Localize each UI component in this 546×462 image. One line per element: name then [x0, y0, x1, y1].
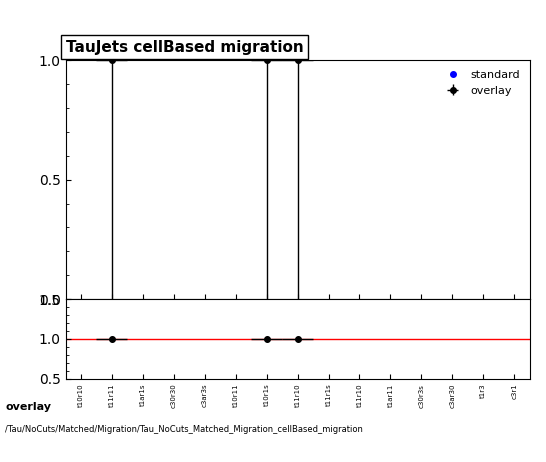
Text: overlay: overlay: [5, 402, 51, 412]
Text: TauJets cellBased migration: TauJets cellBased migration: [66, 40, 303, 55]
Text: /Tau/NoCuts/Matched/Migration/Tau_NoCuts_Matched_Migration_cellBased_migration: /Tau/NoCuts/Matched/Migration/Tau_NoCuts…: [5, 425, 363, 434]
Legend: standard, overlay: standard, overlay: [440, 66, 524, 100]
